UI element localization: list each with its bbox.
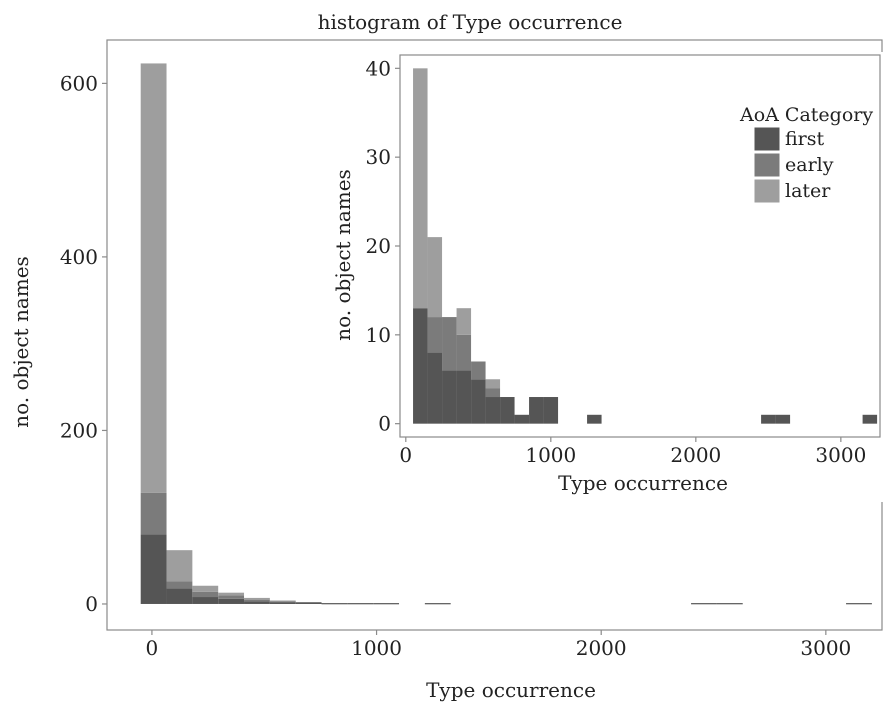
main-y-tick-label-0: 0 [85, 592, 98, 616]
inset-bar-later-1 [427, 237, 443, 318]
main-bars [140, 63, 872, 605]
inset-bar-first-13 [862, 414, 878, 424]
inset-bar-later-3 [456, 308, 472, 335]
legend-label-early: early [785, 154, 834, 176]
main-x-axis-title: Type occurrence [426, 678, 596, 702]
main-bar-early-4 [244, 599, 270, 602]
main-y-tick-label-1: 200 [60, 418, 98, 442]
legend-swatch-later [753, 178, 781, 204]
chart-title: histogram of Type occurrence [318, 10, 623, 34]
main-bar-first-9 [373, 603, 400, 605]
inset-bar-first-6 [500, 397, 515, 424]
inset-bar-first-1 [427, 352, 443, 424]
main-bar-later-5 [269, 600, 296, 602]
main-bar-later-4 [244, 597, 270, 600]
legend-label-first: first [785, 128, 825, 150]
inset-bar-first-8 [529, 397, 544, 424]
main-bar-early-0 [140, 492, 167, 535]
main-bar-first-8 [347, 603, 374, 605]
inset-bar-early-0 [427, 317, 443, 353]
main-x-tick-label-2: 2000 [576, 636, 627, 660]
inset-bar-first-9 [543, 397, 559, 424]
inset-bar-first-0 [413, 308, 428, 424]
inset-bar-first-12 [775, 414, 791, 424]
inset-bar-later-5 [485, 379, 501, 389]
inset-bar-early-4 [485, 388, 501, 398]
main-bar-first-5 [269, 602, 296, 604]
main-bar-first-6 [295, 602, 322, 604]
main-bar-early-1 [166, 581, 193, 589]
inset-x-tick-label-1: 1000 [525, 443, 576, 467]
main-bar-first-11 [691, 603, 717, 605]
inset-bar-first-11 [761, 414, 776, 424]
main-bar-later-3 [218, 592, 245, 596]
inset-y-tick-label-2: 20 [366, 234, 391, 258]
main-bar-later-2 [192, 585, 219, 592]
main-y-tick-label-2: 400 [60, 245, 98, 269]
main-x-tick-label-0: 0 [146, 636, 159, 660]
main-bar-early-5 [269, 601, 296, 603]
inset-bar-early-2 [456, 334, 472, 371]
inset-y-ticks: 0 10 20 30 40 [366, 56, 400, 436]
inset-y-axis-title: no. object names [331, 169, 355, 341]
main-bar-early-3 [218, 595, 245, 599]
main-bar-first-4 [244, 601, 270, 604]
main-x-tick-label-3: 3000 [800, 636, 851, 660]
main-y-axis-title: no. object names [9, 256, 33, 428]
inset-bar-later-0 [413, 68, 428, 309]
inset-bar-first-4 [471, 379, 486, 424]
legend-swatch-first [753, 126, 781, 152]
main-y-ticks: 0 200 400 600 [60, 71, 107, 616]
main-bar-later-1 [166, 550, 193, 582]
main-bar-first-2 [192, 597, 219, 604]
main-x-ticks: 0 1000 2000 3000 [146, 630, 851, 660]
inset-x-axis-title: Type occurrence [558, 471, 728, 495]
main-bar-first-0 [140, 534, 167, 604]
legend: AoA Category first early later [739, 104, 873, 204]
inset-bars [413, 68, 878, 424]
inset-y-tick-label-3: 30 [366, 145, 391, 169]
inset-bar-first-10 [587, 414, 602, 424]
legend-title: AoA Category [739, 104, 873, 126]
main-bar-first-3 [218, 598, 245, 604]
inset-bar-early-1 [442, 317, 457, 371]
main-bar-early-2 [192, 591, 219, 598]
main-y-tick-label-3: 600 [60, 71, 98, 95]
legend-swatch-early [753, 152, 781, 178]
main-bar-first-12 [716, 603, 743, 605]
main-bar-first-13 [846, 603, 872, 605]
main-bar-first-7 [321, 603, 348, 605]
inset-bar-first-5 [485, 397, 501, 424]
inset-bar-early-3 [471, 361, 486, 380]
main-bar-later-0 [140, 63, 167, 493]
inset-x-tick-label-0: 0 [399, 443, 412, 467]
main-x-tick-label-1: 1000 [351, 636, 402, 660]
inset-bar-first-7 [514, 414, 530, 424]
inset-x-ticks: 0 1000 2000 3000 [399, 437, 866, 467]
inset-bar-first-3 [456, 370, 472, 424]
main-bar-first-10 [424, 603, 451, 605]
main-bar-first-1 [166, 588, 193, 604]
inset-x-tick-label-2: 2000 [670, 443, 721, 467]
inset-y-tick-label-4: 40 [366, 56, 391, 80]
inset-bar-first-2 [442, 370, 457, 424]
inset-y-tick-label-0: 0 [378, 412, 391, 436]
inset-x-tick-label-3: 3000 [815, 443, 866, 467]
inset-y-tick-label-1: 10 [366, 323, 391, 347]
legend-label-later: later [785, 180, 831, 202]
